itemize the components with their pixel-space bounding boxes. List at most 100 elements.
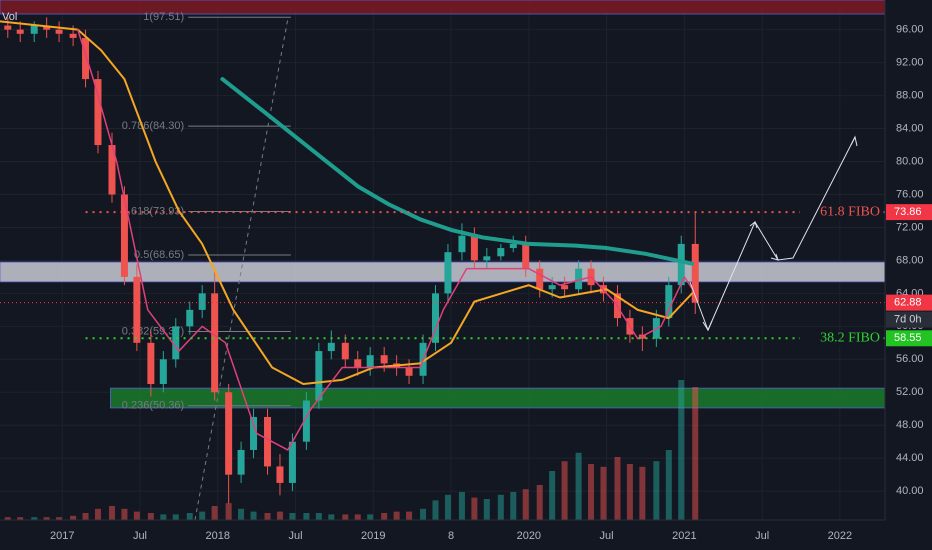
fib-label: 0.786(84.30)	[122, 120, 184, 132]
volume-bar	[561, 461, 568, 520]
candle-body	[665, 285, 673, 319]
countdown-bg	[886, 311, 932, 328]
fib-label: 0.618(73.93)	[122, 205, 184, 217]
fib-label: 0.236(50.36)	[122, 400, 184, 412]
volume-bar	[147, 513, 154, 520]
y-tick-label: 92.00	[896, 57, 924, 69]
volume-bar	[342, 514, 349, 520]
x-tick-label: Jul	[600, 530, 614, 542]
y-tick-label: 76.00	[896, 188, 924, 200]
candle-body	[509, 243, 517, 249]
volume-bar	[250, 511, 257, 520]
volume-bar	[70, 515, 77, 520]
y-tick-label: 56.00	[896, 353, 924, 365]
candle-body	[108, 145, 116, 195]
annotation: 61.8 FIBO	[820, 204, 880, 219]
volume-bar	[549, 471, 556, 520]
y-tick-label: 84.00	[896, 122, 924, 134]
x-tick-label: 2022	[828, 530, 852, 542]
volume-bar	[406, 511, 413, 520]
volume-bar	[522, 489, 529, 520]
x-tick-label: Jul	[288, 530, 302, 542]
volume-bar	[108, 506, 115, 520]
candle-body	[276, 466, 284, 483]
candle-body	[677, 243, 685, 286]
price-tag-label: 73.86	[894, 206, 922, 218]
volume-bar	[238, 508, 245, 520]
candle-body	[548, 285, 556, 290]
candle-body	[691, 243, 699, 303]
volume-bar	[483, 499, 490, 520]
candle-body	[302, 400, 310, 442]
volume-bar	[17, 517, 24, 520]
indicator-label: Vol	[2, 11, 17, 23]
y-tick-label: 88.00	[896, 90, 924, 102]
volume-bar	[497, 494, 504, 520]
candle-body	[366, 355, 374, 368]
candle-body	[264, 416, 272, 467]
volume-bar	[665, 450, 672, 520]
candle-body	[288, 441, 296, 483]
candle-body	[561, 285, 569, 290]
candle-body	[497, 248, 505, 257]
fib-retracement: 1(97.51) 0.786(84.30) 0.618(73.93) 0.5(68.6…	[122, 11, 291, 412]
projection-arrowheads	[702, 135, 858, 332]
candle-body	[341, 342, 349, 360]
projection-path	[689, 136, 856, 332]
volume-bar	[303, 513, 310, 520]
volume-bar	[575, 452, 582, 520]
fib-label: 1(97.51)	[143, 11, 184, 23]
volume-bar	[600, 466, 607, 520]
volume-bar	[186, 513, 193, 520]
candle-body	[483, 256, 491, 261]
candle-body	[82, 37, 90, 80]
candle-body	[444, 252, 452, 294]
annotation: 38.2 FIBO	[820, 331, 880, 346]
volume-bar	[653, 461, 660, 520]
x-tick-label: 2018	[206, 530, 230, 542]
candle-body	[120, 194, 128, 277]
volume	[4, 380, 699, 520]
zones	[0, 0, 886, 409]
candle-body	[16, 29, 24, 34]
price-tag	[886, 330, 932, 347]
candle-body	[69, 33, 77, 38]
volume-bar	[678, 380, 685, 520]
volume-bar	[471, 497, 478, 520]
zone	[0, 0, 886, 15]
candle-body	[43, 25, 51, 30]
volume-bar	[367, 514, 374, 520]
volume-bar	[328, 514, 335, 520]
price-lines: 61.8 FIBO 38.2 FIBO	[0, 204, 885, 347]
volume-bar	[225, 503, 232, 520]
price-tag-label: 58.55	[894, 332, 922, 344]
y-tick-label: 68.00	[896, 254, 924, 266]
volume-bar	[82, 513, 89, 520]
volume-bar	[536, 485, 543, 520]
volume-bar	[289, 513, 296, 520]
axes: 96.00 92.00 88.00 84.00 80.00 76.00 72.00 68.00…	[50, 24, 932, 542]
candle-body	[405, 367, 413, 376]
moving-average	[220, 77, 695, 266]
candle-body	[225, 392, 233, 475]
time-axis-bg	[0, 520, 932, 550]
candle-body	[458, 235, 466, 253]
moving-average	[77, 28, 696, 451]
moving-averages	[0, 20, 696, 451]
x-tick-label: Jul	[755, 530, 769, 542]
candle-body	[198, 293, 206, 310]
x-tick-label: 2017	[50, 530, 74, 542]
candle-body	[4, 25, 12, 30]
x-tick-label: 2020	[517, 530, 541, 542]
candle-body	[211, 293, 219, 393]
volume-bar	[614, 457, 621, 520]
volume-bar	[420, 508, 427, 520]
candle-body	[536, 268, 544, 290]
volume-bar	[458, 492, 465, 520]
candle-body	[380, 355, 388, 364]
volume-bar	[354, 514, 361, 520]
candle-body	[147, 342, 155, 385]
candle-body	[186, 309, 194, 327]
fib-trend-line	[194, 17, 289, 521]
